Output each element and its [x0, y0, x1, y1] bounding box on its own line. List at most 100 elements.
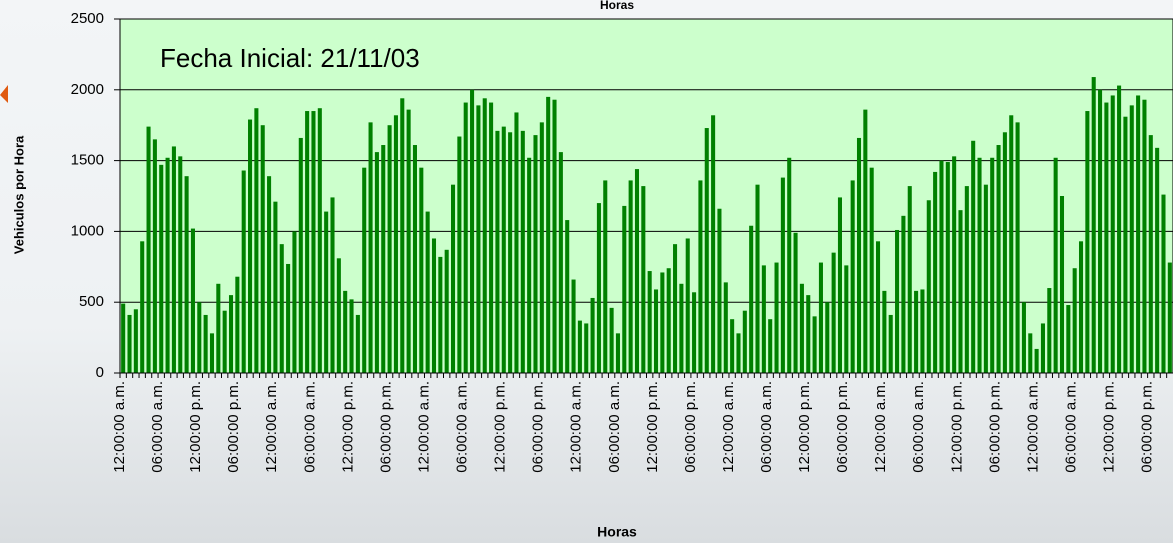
bar — [388, 125, 392, 373]
x-tick-label: 12:00:00 p.m. — [644, 381, 661, 473]
bar — [489, 103, 493, 373]
bar — [686, 238, 690, 373]
bar — [597, 203, 601, 373]
bar — [540, 122, 544, 373]
x-tick-label: 06:00:00 a.m. — [149, 381, 166, 473]
bar — [483, 98, 487, 373]
bar — [432, 238, 436, 373]
bar — [343, 291, 347, 373]
bar — [806, 295, 810, 373]
bar — [844, 265, 848, 373]
bar — [1155, 148, 1159, 373]
x-tick-label: 12:00:00 a.m. — [263, 381, 280, 473]
bar — [622, 206, 626, 373]
x-tick-label: 12:00:00 p.m. — [948, 381, 965, 473]
bar — [616, 333, 620, 373]
bar — [1079, 241, 1083, 373]
y-tick-label: 1500 — [71, 152, 104, 169]
bar — [660, 272, 664, 373]
bar — [572, 280, 576, 373]
bar — [1142, 100, 1146, 373]
bar — [958, 210, 962, 373]
bar — [299, 138, 303, 373]
bar — [692, 292, 696, 373]
bar — [375, 152, 379, 373]
bar — [1085, 111, 1089, 373]
bar — [901, 216, 905, 373]
bar — [603, 180, 607, 373]
bar — [743, 311, 747, 373]
x-tick-label: 06:00:00 p.m. — [834, 381, 851, 473]
annotation: Fecha Inicial: 21/11/03 — [160, 43, 420, 73]
y-tick-label: 2000 — [71, 81, 104, 98]
bar — [1009, 115, 1013, 373]
bar — [330, 197, 334, 373]
bar — [736, 333, 740, 373]
bar — [698, 180, 702, 373]
bar — [838, 197, 842, 373]
bar — [273, 202, 277, 373]
bar — [172, 146, 176, 373]
x-tick-label: 06:00:00 a.m. — [301, 381, 318, 473]
bar — [1073, 268, 1077, 373]
bar — [223, 311, 227, 373]
bar — [445, 250, 449, 373]
bar — [787, 158, 791, 373]
bar — [514, 112, 518, 373]
bar — [889, 315, 893, 373]
bar — [1104, 103, 1108, 373]
bar — [476, 105, 480, 373]
x-axis-title: Horas — [597, 524, 637, 540]
bar — [204, 315, 208, 373]
y-tick-label: 500 — [79, 293, 104, 310]
bar — [914, 291, 918, 373]
x-tick-label: 06:00:00 a.m. — [606, 381, 623, 473]
bar — [464, 103, 468, 373]
x-tick-label: 06:00:00 a.m. — [454, 381, 471, 473]
bar — [121, 304, 125, 373]
bar — [667, 268, 671, 373]
bar — [768, 319, 772, 373]
bar — [863, 110, 867, 373]
x-tick-label: 06:00:00 p.m. — [682, 381, 699, 473]
y-tick-label: 1000 — [71, 222, 104, 239]
x-tick-label: 12:00:00 a.m. — [415, 381, 432, 473]
bar — [508, 132, 512, 373]
bar — [413, 145, 417, 373]
bar — [337, 258, 341, 373]
y-tick-label: 0 — [96, 364, 104, 381]
bar — [1035, 349, 1039, 373]
bar — [920, 289, 924, 373]
bar — [1117, 86, 1121, 373]
bar — [648, 271, 652, 373]
bar — [813, 316, 817, 373]
x-tick-label: 12:00:00 a.m. — [568, 381, 585, 473]
bar — [641, 186, 645, 373]
bar — [977, 158, 981, 373]
bar — [794, 233, 798, 373]
x-tick-label: 06:00:00 p.m. — [225, 381, 242, 473]
x-tick-label: 12:00:00 a.m. — [872, 381, 889, 473]
bar — [705, 128, 709, 373]
bar — [1123, 117, 1127, 373]
bar — [527, 158, 531, 373]
x-tick-label: 06:00:00 p.m. — [986, 381, 1003, 473]
bar — [851, 180, 855, 373]
bar — [400, 98, 404, 373]
bar — [857, 138, 861, 373]
y-axis-title: Vehiculos por Hora — [11, 135, 26, 254]
bar — [140, 241, 144, 373]
bar — [832, 253, 836, 373]
bar — [350, 299, 354, 373]
bar — [965, 186, 969, 373]
x-tick-label: 06:00:00 p.m. — [1139, 381, 1156, 473]
bar — [552, 100, 556, 373]
bar — [775, 263, 779, 373]
bar — [451, 185, 455, 373]
bar — [882, 291, 886, 373]
bar — [870, 168, 874, 373]
bar — [159, 165, 163, 373]
bar — [946, 162, 950, 373]
bar — [825, 302, 829, 373]
bar — [755, 185, 759, 373]
